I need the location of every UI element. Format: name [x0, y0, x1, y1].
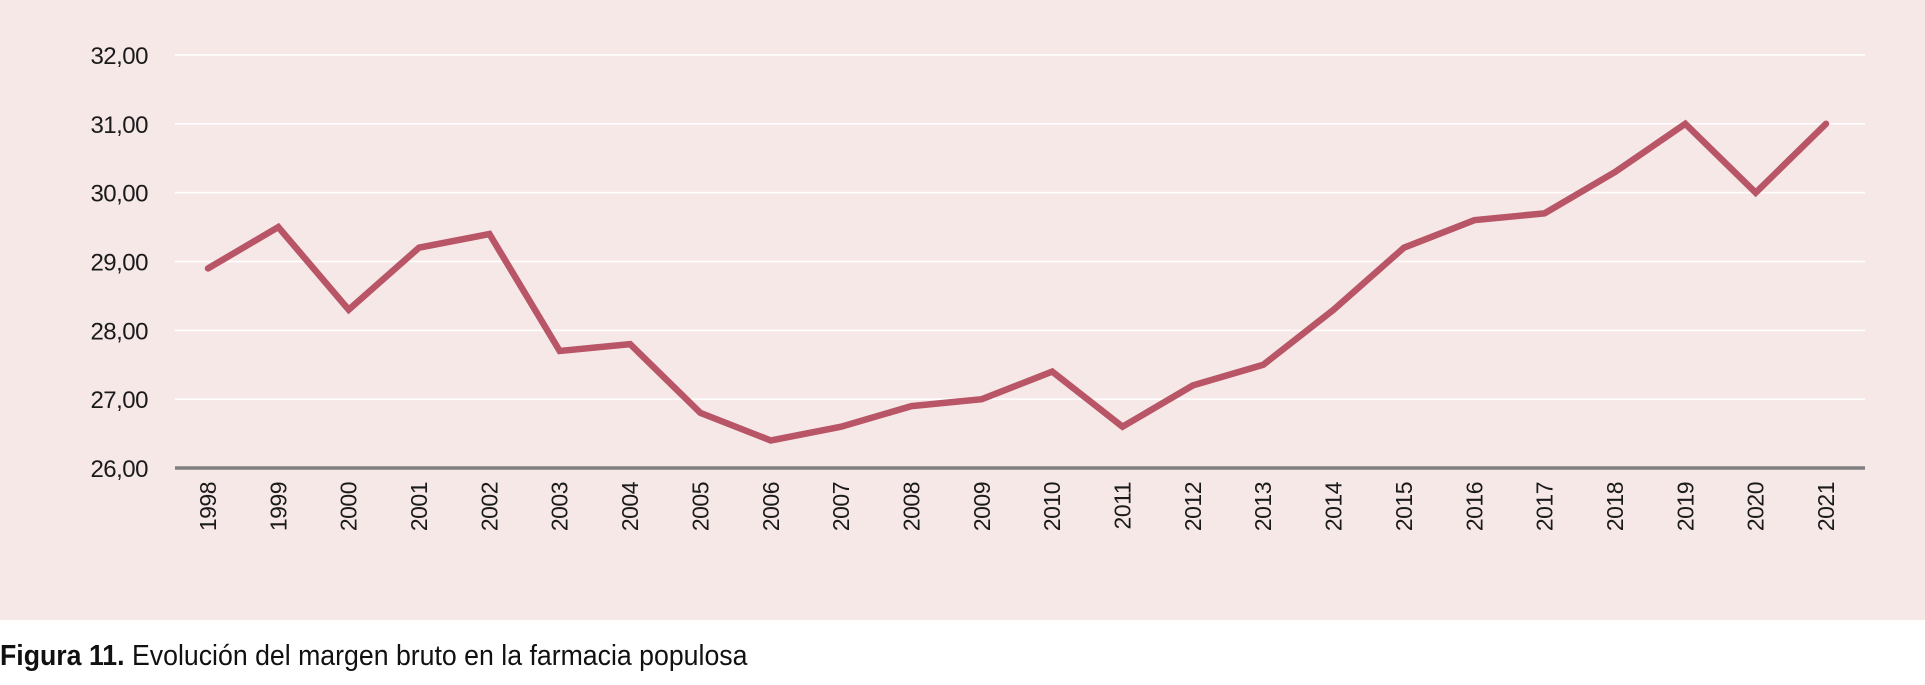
y-tick-label: 30,00	[90, 181, 148, 208]
y-tick-label: 32,00	[90, 43, 148, 70]
figure-caption: Figura 11. Evolución del margen bruto en…	[0, 640, 747, 673]
x-tick-label: 2012	[1180, 482, 1206, 531]
chart-background	[0, 0, 1925, 620]
x-tick-label: 2019	[1672, 482, 1698, 531]
x-tick-label: 2004	[617, 481, 643, 531]
gridlines	[175, 54, 1865, 470]
x-tick-label: 2016	[1461, 482, 1487, 531]
y-tick-label: 26,00	[90, 456, 148, 483]
x-tick-label: 2007	[828, 482, 854, 531]
y-tick-label: 29,00	[90, 250, 148, 277]
x-tick-label: 2003	[547, 482, 573, 531]
x-tick-label: 2017	[1532, 482, 1558, 531]
x-tick-label: 2008	[898, 482, 924, 531]
x-tick-label: 1998	[195, 482, 221, 531]
line-chart: 26,00 27,00 28,00 29,00 30,00 31,00 32,00 1998…	[90, 43, 1865, 531]
x-tick-label: 2005	[687, 482, 713, 531]
x-axis-ticks: 1998 1999 2000 2001 2002 2003 2004 2005 2006 2007…	[195, 481, 1839, 531]
series-group	[204, 119, 1830, 444]
x-tick-label: 2000	[336, 482, 362, 531]
x-tick-label: 2018	[1602, 482, 1628, 531]
x-tick-label: 2013	[1250, 482, 1276, 531]
x-tick-label: 2014	[1321, 481, 1347, 531]
y-tick-label: 31,00	[90, 112, 148, 139]
x-tick-label: 2011	[1110, 482, 1136, 529]
x-tick-label: 2006	[758, 482, 784, 531]
figure-caption-text: Evolución del margen bruto en la farmaci…	[124, 640, 748, 672]
y-tick-label: 28,00	[90, 318, 148, 345]
y-tick-label: 27,00	[90, 387, 148, 414]
x-tick-label: 2021	[1813, 482, 1839, 531]
x-tick-label: 2010	[1039, 482, 1065, 531]
x-tick-label: 2015	[1391, 482, 1417, 531]
x-tick-label: 2001	[406, 482, 432, 531]
x-tick-label: 1999	[265, 482, 291, 531]
x-tick-label: 2020	[1743, 482, 1769, 531]
figure-caption-label: Figura 11.	[0, 640, 125, 672]
x-tick-label: 2009	[969, 482, 995, 531]
y-axis-ticks: 26,00 27,00 28,00 29,00 30,00 31,00 32,00	[90, 43, 148, 483]
x-tick-label: 2002	[476, 482, 502, 531]
series-line	[204, 119, 1830, 444]
